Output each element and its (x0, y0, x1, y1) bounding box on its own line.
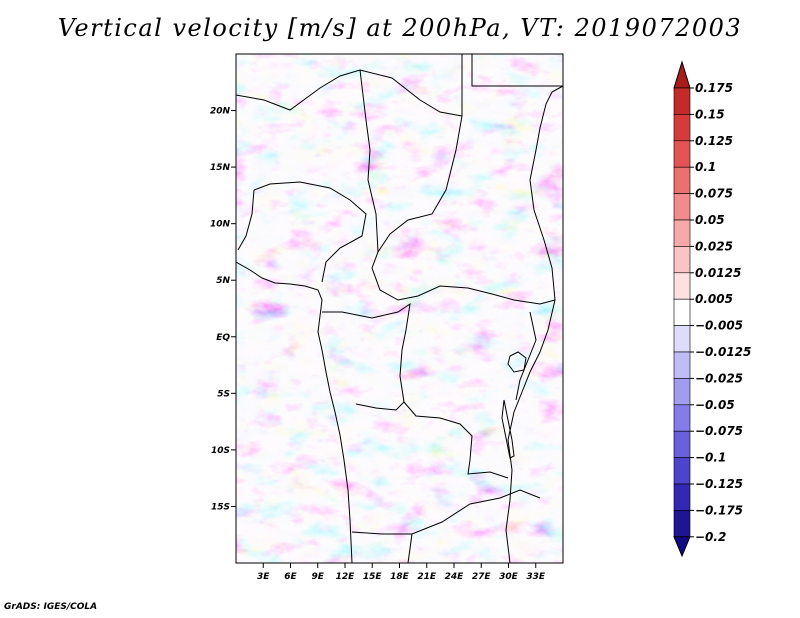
lon-tick-label: 6E (284, 572, 297, 582)
border-line-3 (471, 54, 563, 87)
border-line-2 (371, 54, 556, 305)
lon-tick-label: 27E (472, 572, 492, 582)
lat-tick-label: 15N (210, 163, 231, 173)
grads-credit: GrADS: IGES/COLA (4, 602, 98, 612)
colorbar-segment (673, 378, 691, 406)
lat-tick-label: 5N (216, 276, 230, 286)
colorbar-segment (673, 298, 691, 326)
colorbar-label: 0.075 (695, 187, 733, 201)
colorbar-label: 0.175 (695, 81, 733, 95)
colorbar-segment (673, 430, 691, 458)
colorbar-segment (673, 404, 691, 432)
colorbar-label: 0.0125 (695, 266, 741, 280)
lat-tick-label: 20N (210, 107, 231, 117)
map-title: Vertical velocity [m/s] at 200hPa, VT: 2… (57, 14, 743, 42)
border-line-1 (236, 69, 463, 117)
border-line-7 (322, 302, 411, 411)
lon-tick-label: 12E (336, 572, 356, 582)
lat-tick-label: 10N (210, 220, 231, 230)
lake-tanganyika (501, 399, 515, 459)
colorbar-label: 0.1 (695, 160, 716, 174)
colorbar-segment (673, 166, 691, 194)
colorbar-segment (673, 510, 691, 538)
colorbar-segment (673, 87, 691, 115)
colorbar-segment (673, 457, 691, 485)
lon-tick-label: 33E (526, 572, 546, 582)
colorbar-label: −0.0125 (695, 345, 751, 359)
colorbar-label: −0.075 (695, 424, 743, 438)
colorbar-label: −0.05 (695, 398, 735, 412)
lat-tick-label: 5S (217, 389, 230, 399)
colorbar-segment (673, 351, 691, 379)
lat-tick-label: 15S (211, 502, 230, 512)
lon-tick-label: 24E (445, 572, 465, 582)
border-line-9 (351, 489, 541, 535)
border-line-6 (237, 189, 255, 251)
colorbar: 0.175 0.15 0.125 0.1 0.075 0.05 0.025 0.0125 0.0… (673, 60, 751, 558)
lon-tick-label: 30E (499, 572, 519, 582)
border-line-10 (407, 533, 413, 563)
lat-tick-label: EQ (216, 333, 230, 343)
colorbar-lower-extension (673, 536, 691, 558)
border-line-8 (403, 401, 509, 479)
lon-tick-label: 18E (390, 572, 410, 582)
colorbar-segment (673, 246, 691, 274)
colorbar-upper-extension (673, 60, 691, 89)
latitude-axis: 20N 15N 10N 5N EQ 5S 10S 15S (210, 107, 236, 512)
colorbar-segment (673, 219, 691, 247)
country-borders (236, 54, 563, 563)
colorbar-label: −0.175 (695, 503, 743, 517)
colorbar-label: −0.2 (695, 530, 726, 544)
colorbar-label: 0.025 (695, 239, 733, 253)
map-panel: 20N 15N 10N 5N EQ 5S 10S 15S 3E 6E 9E 12E 15E 18E 21E… (210, 53, 564, 582)
velocity-field-texture (236, 54, 563, 563)
colorbar-label: 0.15 (695, 107, 725, 121)
lat-tick-label: 10S (211, 446, 230, 456)
colorbar-segment (673, 193, 691, 221)
colorbar-label: 0.125 (695, 134, 733, 148)
colorbar-label: −0.125 (695, 477, 743, 491)
coastline-east-africa (505, 85, 563, 563)
lon-tick-label: 3E (257, 572, 270, 582)
colorbar-label: 0.05 (695, 213, 725, 227)
border-line-11 (515, 311, 537, 401)
border-line-4 (359, 69, 379, 253)
lon-tick-label: 21E (417, 572, 437, 582)
colorbar-label: −0.025 (695, 371, 743, 385)
colorbar-segment (673, 483, 691, 511)
colorbar-segment (673, 140, 691, 168)
colorbar-label: −0.005 (695, 319, 743, 333)
lake-victoria (507, 351, 527, 373)
colorbar-segment (673, 272, 691, 300)
longitude-axis: 3E 6E 9E 12E 15E 18E 21E 24E 27E 30E 33E (257, 563, 546, 582)
border-line-5 (253, 181, 367, 283)
colorbar-label: 0.005 (695, 292, 733, 306)
lon-tick-label: 9E (312, 572, 325, 582)
colorbar-label: −0.1 (695, 451, 726, 465)
colorbar-segment (673, 325, 691, 353)
colorbar-segment (673, 114, 691, 142)
lon-tick-label: 15E (363, 572, 383, 582)
coastline-west-africa (236, 261, 353, 563)
